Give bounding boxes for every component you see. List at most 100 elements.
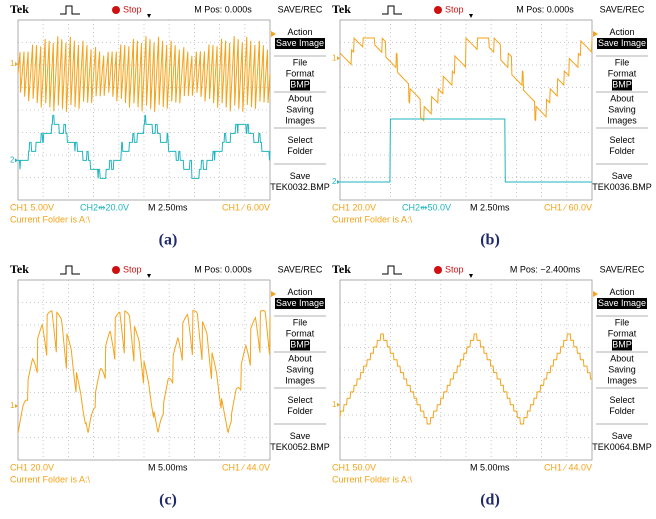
- folder: Current Folder is A:\: [10, 474, 91, 484]
- menu-value: Save Image: [598, 298, 646, 308]
- menu-title: Format: [286, 68, 315, 78]
- menu-title: Format: [608, 328, 637, 338]
- menu-title: About: [288, 353, 312, 363]
- trigger-icon: [60, 6, 80, 14]
- brand: Tek: [332, 2, 351, 16]
- menu-value: Save Image: [598, 38, 646, 48]
- menu-title: Select: [609, 135, 635, 145]
- mode: SAVE/REC: [600, 4, 645, 14]
- brand: Tek: [10, 262, 29, 276]
- trigger: CH1 ∕ 6.00V: [222, 202, 270, 212]
- menu-value: TEK0036.BMP: [592, 182, 652, 192]
- channel-arrow: [337, 180, 340, 184]
- panel-label: (a): [159, 232, 178, 249]
- menu-title: Saving: [286, 364, 314, 374]
- menu-value: TEK0064.BMP: [592, 442, 652, 452]
- channel-arrow: [15, 62, 18, 66]
- menu-title: Images: [607, 115, 637, 125]
- menu-title: File: [293, 317, 308, 327]
- timebase: M 5.00ms: [470, 462, 510, 472]
- channel-marker: 1: [332, 53, 337, 62]
- menu-title: Action: [609, 27, 634, 37]
- menu-value: BMP: [290, 339, 310, 349]
- menu-value: BMP: [290, 79, 310, 89]
- status: Stop: [123, 264, 142, 274]
- trigger-level: [271, 291, 276, 297]
- channel-marker: 1: [10, 59, 15, 68]
- channel-marker: 1: [10, 401, 15, 410]
- status: Stop: [445, 264, 464, 274]
- menu-title: File: [615, 317, 630, 327]
- channel-marker: 1: [332, 400, 337, 409]
- menu-title: About: [610, 353, 634, 363]
- position: M Pos: 0.000s: [516, 4, 574, 14]
- menu-value: BMP: [612, 339, 632, 349]
- ch1-scale: CH1 5.00V: [10, 202, 54, 212]
- menu-title: Images: [607, 375, 637, 385]
- panel-label: (c): [159, 492, 177, 509]
- ch2-scale: CH2⇹50.0V: [402, 202, 451, 212]
- trigger-icon: [60, 266, 80, 274]
- menu-title: Images: [285, 375, 315, 385]
- timebase: M 2.50ms: [470, 202, 510, 212]
- menu-title: Select: [609, 395, 635, 405]
- trigger-position: [147, 274, 151, 278]
- menu-value: Save Image: [276, 298, 324, 308]
- stop-icon: [434, 266, 442, 274]
- ch1-scale: CH1 20.0V: [332, 202, 376, 212]
- panel-label: (d): [480, 492, 500, 509]
- stop-icon: [434, 6, 442, 14]
- channel-marker: 2: [332, 177, 337, 186]
- menu-title: File: [293, 57, 308, 67]
- trigger-icon: [382, 6, 402, 14]
- menu-title: Save: [612, 431, 633, 441]
- menu-title: Folder: [287, 406, 313, 416]
- menu-title: Save: [612, 171, 633, 181]
- brand: Tek: [10, 2, 29, 16]
- position: M Pos: 0.000s: [194, 4, 252, 14]
- ch1-scale: CH1 50.0V: [332, 462, 376, 472]
- trigger-level: [593, 291, 598, 297]
- position: M Pos: −2.400ms: [510, 264, 581, 274]
- position: M Pos: 0.000s: [194, 264, 252, 274]
- channel-arrow: [337, 56, 340, 60]
- ch2-scale: CH2⇹20.0V: [80, 202, 129, 212]
- channel-arrow: [15, 158, 18, 162]
- mode: SAVE/REC: [600, 264, 645, 274]
- channel-arrow: [337, 403, 340, 407]
- channel-arrow: [15, 404, 18, 408]
- status: Stop: [123, 4, 142, 14]
- menu-title: Folder: [287, 146, 313, 156]
- menu-title: Action: [287, 27, 312, 37]
- channel-marker: 2: [10, 156, 15, 165]
- mode: SAVE/REC: [278, 264, 323, 274]
- menu-value: Save Image: [276, 38, 324, 48]
- timebase: M 5.00ms: [148, 462, 188, 472]
- menu-title: Folder: [609, 406, 635, 416]
- menu-title: Folder: [609, 146, 635, 156]
- menu-title: Saving: [608, 364, 636, 374]
- folder: Current Folder is A:\: [10, 214, 91, 224]
- trigger-level: [271, 31, 276, 37]
- menu-title: Format: [608, 68, 637, 78]
- status: Stop: [445, 4, 464, 14]
- stop-icon: [112, 6, 120, 14]
- menu-title: File: [615, 57, 630, 67]
- trigger-position: [469, 274, 473, 278]
- figure: TekStopM Pos: 0.000sSAVE/REC12ActionSave…: [0, 0, 656, 519]
- menu-value: TEK0032.BMP: [270, 182, 330, 192]
- mode: SAVE/REC: [278, 4, 323, 14]
- menu-title: About: [610, 93, 634, 103]
- stop-icon: [112, 266, 120, 274]
- menu-title: Images: [285, 115, 315, 125]
- trigger: CH1 ∕ 44.0V: [544, 462, 592, 472]
- trigger-position: [469, 14, 473, 18]
- trigger: CH1 ∕ 44.0V: [222, 462, 270, 472]
- menu-title: Select: [287, 135, 313, 145]
- ch1-scale: CH1 20.0V: [10, 462, 54, 472]
- menu-title: Save: [290, 171, 311, 181]
- brand: Tek: [332, 262, 351, 276]
- folder: Current Folder is A:\: [332, 474, 413, 484]
